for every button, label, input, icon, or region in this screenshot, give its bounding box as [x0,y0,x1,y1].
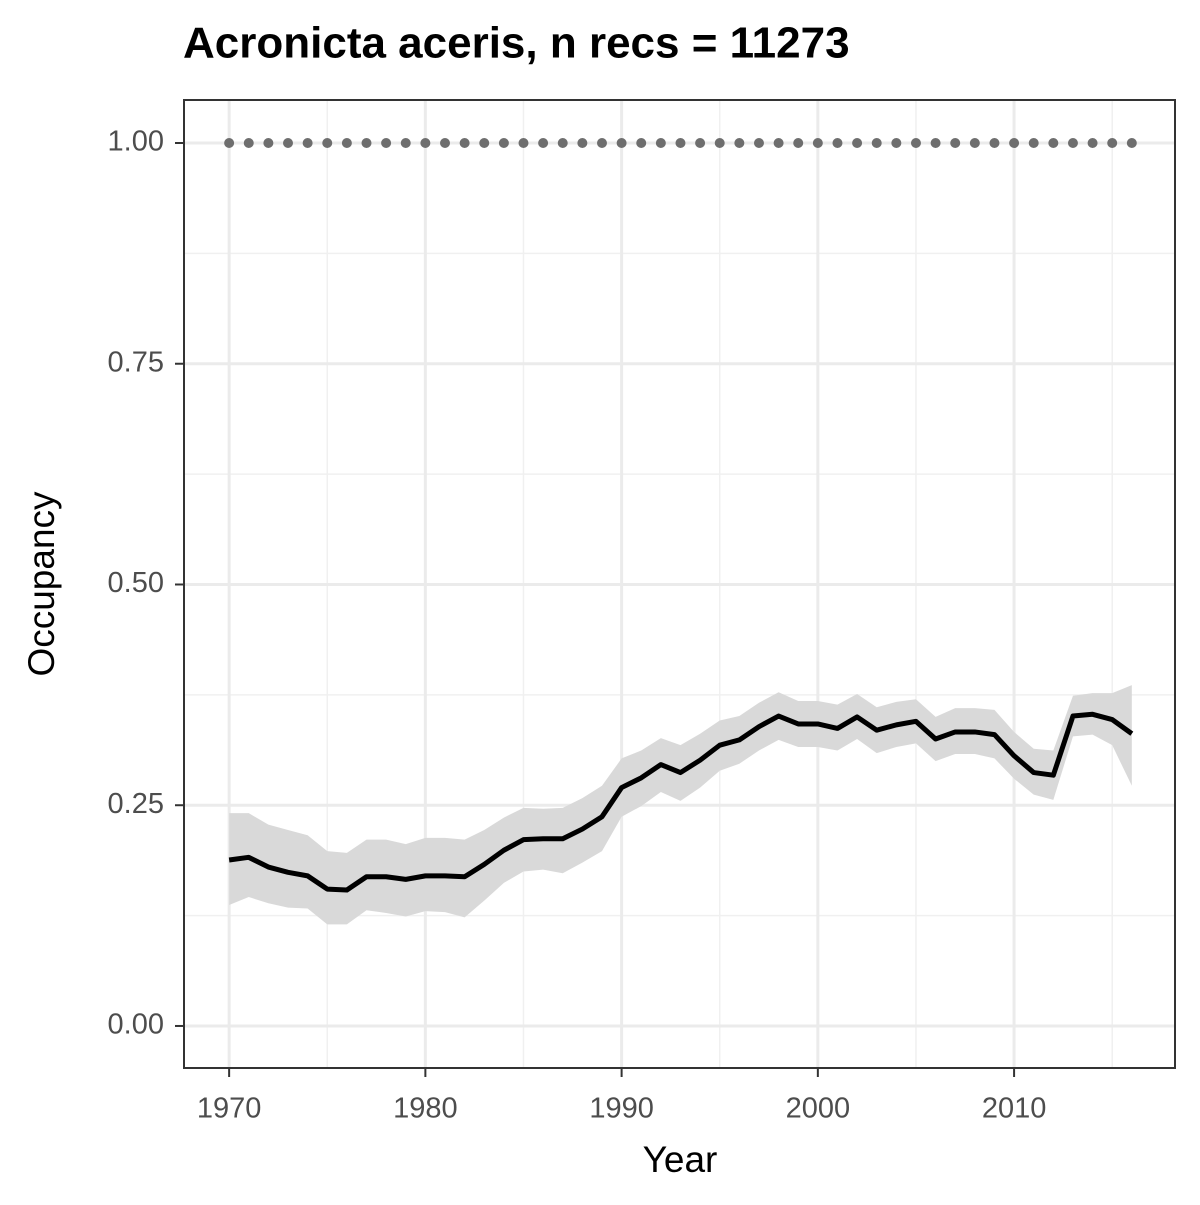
reference-point [577,138,588,149]
y-tick-label: 1.00 [108,126,164,158]
reference-point [695,138,706,149]
x-tick-label: 2000 [786,1093,851,1125]
reference-point [1048,138,1059,149]
reference-point [891,138,902,149]
x-tick-label: 1970 [197,1093,262,1125]
y-axis-label: Occupancy [21,491,62,677]
reference-point [224,138,235,149]
reference-point [341,138,352,149]
reference-point [361,138,372,149]
reference-point [871,138,882,149]
reference-point [950,138,961,149]
reference-point [930,138,941,149]
reference-point [538,138,549,149]
reference-point [832,138,843,149]
x-tick-label: 2010 [982,1093,1047,1125]
reference-point [243,138,254,149]
y-tick-label: 0.75 [108,346,164,378]
reference-point [812,138,823,149]
x-tick-label: 1980 [393,1093,458,1125]
reference-point [518,138,529,149]
reference-point [302,138,313,149]
reference-point [400,138,411,149]
reference-point [596,138,607,149]
reference-point [655,138,666,149]
reference-point [479,138,490,149]
reference-point [910,138,921,149]
reference-point [498,138,509,149]
reference-point [439,138,450,149]
reference-point [753,138,764,149]
y-tick-label: 0.00 [108,1009,164,1041]
reference-point [459,138,470,149]
reference-point [734,138,745,149]
reference-point [636,138,647,149]
reference-point [381,138,392,149]
x-axis-label: Year [643,1139,718,1180]
reference-point [283,138,294,149]
chart-title: Acronicta aceris, n recs = 11273 [183,19,850,68]
axes: 0.00 0.25 0.50 0.75 1.00 1970 1980 1990 2000 2010 [108,126,1047,1125]
reference-point [420,138,431,149]
y-tick-label: 0.50 [108,567,164,599]
reference-point [616,138,627,149]
reference-point [1107,138,1118,149]
reference-point [1009,138,1020,149]
reference-point [1087,138,1098,149]
y-tick-label: 0.25 [108,788,164,820]
reference-point [263,138,274,149]
reference-point [557,138,568,149]
reference-point [714,138,725,149]
reference-point [1067,138,1078,149]
reference-point [969,138,980,149]
reference-point [852,138,863,149]
reference-point [793,138,804,149]
reference-point [1126,138,1137,149]
reference-point [1028,138,1039,149]
marks [224,138,1137,925]
reference-point [773,138,784,149]
occupancy-line [228,711,1134,893]
reference-point [322,138,333,149]
confidence-band [229,685,1132,925]
reference-point [675,138,686,149]
x-tick-label: 1990 [589,1093,654,1125]
reference-point [989,138,1000,149]
